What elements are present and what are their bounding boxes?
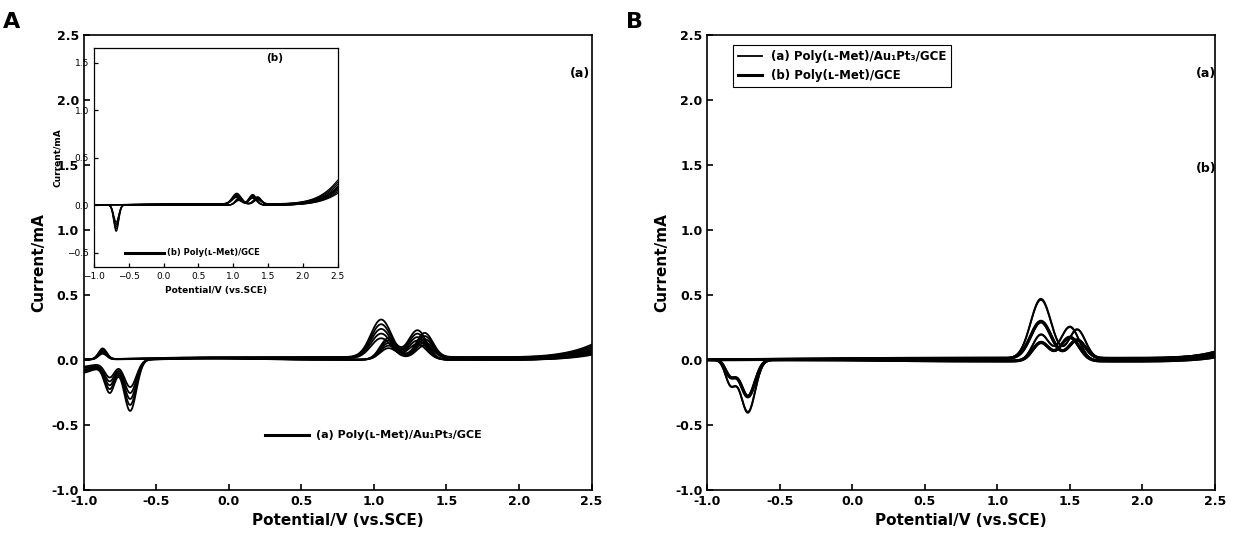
X-axis label: Potential/V (vs.SCE): Potential/V (vs.SCE): [875, 513, 1047, 528]
Text: (a): (a): [569, 67, 590, 80]
Text: (a): (a): [1197, 67, 1216, 80]
Y-axis label: Current/mA: Current/mA: [31, 213, 46, 312]
Text: B: B: [626, 12, 644, 32]
Y-axis label: Current/mA: Current/mA: [655, 213, 670, 312]
Legend: (a) Poly(ʟ-Met)/Au₁Pt₃/GCE, (b) Poly(ʟ-Met)/GCE: (a) Poly(ʟ-Met)/Au₁Pt₃/GCE, (b) Poly(ʟ-M…: [734, 45, 951, 87]
Text: (b): (b): [1197, 162, 1216, 175]
Text: (a) Poly(ʟ-Met)/Au₁Pt₃/GCE: (a) Poly(ʟ-Met)/Au₁Pt₃/GCE: [316, 430, 481, 440]
X-axis label: Potential/V (vs.SCE): Potential/V (vs.SCE): [252, 513, 423, 528]
Text: A: A: [2, 12, 20, 32]
